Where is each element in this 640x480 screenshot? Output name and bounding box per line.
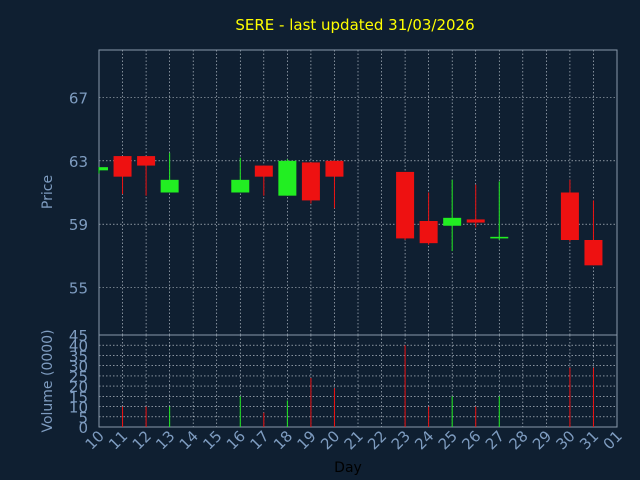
candle-body (466, 219, 485, 223)
candle-body (301, 162, 320, 201)
candle-body (443, 217, 462, 226)
candle-body (325, 160, 344, 177)
volume-tick-label: 45 (69, 327, 88, 345)
x-axis-label: Day (334, 460, 362, 476)
volume-tick-label: 20 (69, 378, 88, 396)
volume-tick-label: 25 (69, 368, 88, 386)
x-axis: 1011121314151617181920212223242526272829… (82, 427, 626, 453)
volume-tick-label: 10 (69, 399, 88, 417)
price-tick-label: 67 (69, 90, 88, 108)
candle-body (231, 179, 250, 193)
price-tick-label: 63 (69, 153, 88, 171)
candle-body (490, 236, 509, 239)
candle-body (584, 240, 603, 266)
candle-body (113, 156, 132, 177)
candle-body (137, 156, 156, 166)
candle-body (254, 165, 273, 177)
candle-body (396, 171, 415, 239)
chart-title: SERE - last updated 31/03/2026 (235, 16, 474, 34)
volume-axis-label: Volume (0000) (40, 329, 56, 432)
volume-tick-label: 15 (69, 388, 88, 406)
price-tick-label: 55 (69, 280, 88, 298)
volume-tick-label: 0 (78, 419, 88, 437)
candle-body (99, 167, 108, 171)
candle-body (419, 221, 438, 244)
volume-tick-label: 30 (69, 358, 88, 376)
candle-body (160, 179, 179, 193)
price-panel: 67 63 59 55 (69, 49, 618, 336)
volume-tick-label: 40 (69, 337, 88, 355)
price-tick-label: 59 (69, 216, 88, 234)
volume-tick-label: 35 (69, 347, 88, 365)
volume-plot-frame (98, 334, 618, 428)
candle-body (560, 192, 579, 240)
candle-body (278, 160, 297, 196)
price-axis-label: Price (40, 175, 56, 209)
volume-tick-label: 5 (78, 409, 88, 427)
